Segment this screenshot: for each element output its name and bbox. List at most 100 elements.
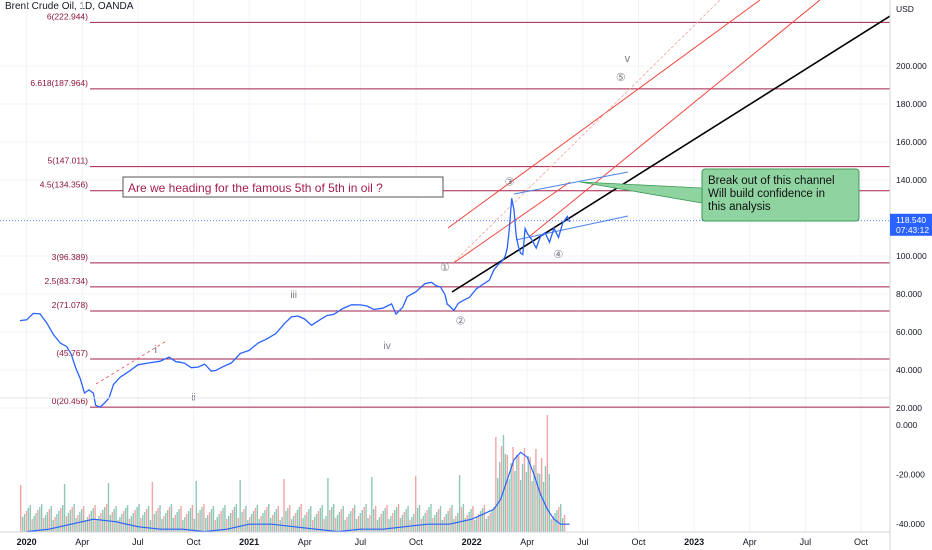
volume-bar	[103, 507, 106, 532]
x-tick-label: Oct	[632, 537, 647, 547]
x-tick-label: Jul	[132, 537, 144, 547]
volume-bar	[304, 515, 306, 532]
volume-bar	[458, 475, 461, 532]
volume-bar	[510, 463, 512, 532]
fib-level-label: (45.767)	[56, 348, 88, 358]
volume-bar	[497, 478, 499, 532]
volume-bar	[88, 514, 91, 532]
volume-bar	[439, 506, 442, 532]
volume-bar	[25, 511, 28, 532]
volume-bar	[521, 464, 524, 532]
volume-bar	[281, 517, 283, 532]
volume-bar	[107, 483, 110, 532]
volume-bar	[539, 474, 541, 532]
wave-label: ①	[440, 262, 450, 274]
volume-bar	[113, 509, 115, 532]
volume-bar	[413, 514, 415, 532]
price-tick-label: 40.000	[896, 365, 922, 375]
volume-bar	[65, 516, 68, 532]
price-series	[0, 198, 890, 408]
pitchfork	[95, 0, 891, 385]
volume-bar	[134, 510, 136, 532]
volume-bar	[229, 513, 232, 532]
price-tick-label: 140.000	[896, 175, 927, 185]
volume-bar	[161, 519, 163, 532]
volume-bar	[132, 513, 134, 532]
volume-bar	[338, 512, 341, 532]
volume-bar	[422, 516, 425, 532]
volume-bar	[315, 514, 318, 532]
volume-bar	[451, 505, 453, 532]
currency-label: USD	[896, 4, 914, 14]
volume-bar	[138, 504, 140, 532]
fib-level-label: 6(222.944)	[47, 11, 88, 21]
volume-bar	[332, 504, 335, 532]
volume-bar	[397, 504, 400, 532]
volume-bar	[378, 517, 381, 532]
volume-bar	[415, 476, 417, 532]
volume-bar	[367, 518, 369, 532]
volume-bar	[149, 520, 152, 532]
volume-bar	[250, 514, 253, 532]
volume-bar	[69, 510, 72, 532]
volume-bar	[399, 518, 402, 532]
volume-bar	[109, 515, 112, 532]
x-tick-label: Apr	[298, 537, 312, 547]
volume-bar	[222, 508, 224, 532]
volume-bar	[165, 513, 167, 532]
volume-bar	[61, 505, 64, 532]
volume-bar	[300, 504, 302, 532]
volume-bar	[42, 518, 45, 532]
volume-bar	[548, 474, 550, 532]
volume-bar	[96, 519, 98, 532]
volume-bar	[231, 510, 234, 532]
volume-bar	[292, 516, 295, 532]
volume-bar	[50, 506, 52, 532]
volume-bar	[23, 514, 26, 532]
volume-bar	[159, 505, 161, 532]
volume-bar	[321, 505, 323, 532]
volume-bar	[306, 512, 308, 532]
volume-bar	[537, 473, 539, 532]
volume-bar	[374, 506, 377, 532]
wave-label: iii	[290, 290, 297, 301]
volume-bar	[558, 507, 560, 532]
volume-bar	[233, 507, 236, 532]
volume-bar	[144, 512, 146, 532]
volume-bar	[239, 480, 241, 532]
volume-bar	[264, 510, 266, 532]
volume-bar	[500, 446, 503, 532]
volume-bar	[344, 520, 346, 532]
volume-bar	[241, 512, 243, 532]
price-tick-label: 80.000	[896, 289, 922, 299]
volume-bar	[468, 512, 470, 532]
volume-bar	[323, 519, 325, 532]
volume-bar	[212, 506, 215, 532]
volume-bar	[235, 504, 238, 532]
volume-bar	[193, 519, 196, 532]
volume-bar	[434, 515, 436, 532]
x-tick-label: Oct	[187, 537, 202, 547]
volume-bar	[390, 516, 392, 532]
volume-bar	[535, 449, 537, 532]
volume-bar	[470, 509, 472, 532]
volume-bar	[514, 471, 516, 532]
volume-bar	[296, 510, 299, 532]
volume-bar	[371, 477, 373, 532]
volume-bar	[119, 517, 121, 532]
wave-label: ③	[505, 177, 515, 189]
volume-bar	[117, 520, 119, 532]
volume-bar	[395, 507, 398, 532]
volume-bar	[210, 509, 213, 532]
volume-bar	[285, 511, 287, 532]
volume-bar	[258, 519, 260, 532]
volume-bar	[361, 510, 363, 532]
volume-tick-label: 0.000	[896, 420, 918, 430]
volume-bar	[403, 512, 405, 532]
volume-bar	[205, 518, 207, 532]
headline-text: Are we heading for the famous 5th of 5th…	[128, 181, 383, 195]
volume-bar	[37, 510, 39, 532]
fib-level-label: 2.5(83.734)	[45, 276, 89, 286]
